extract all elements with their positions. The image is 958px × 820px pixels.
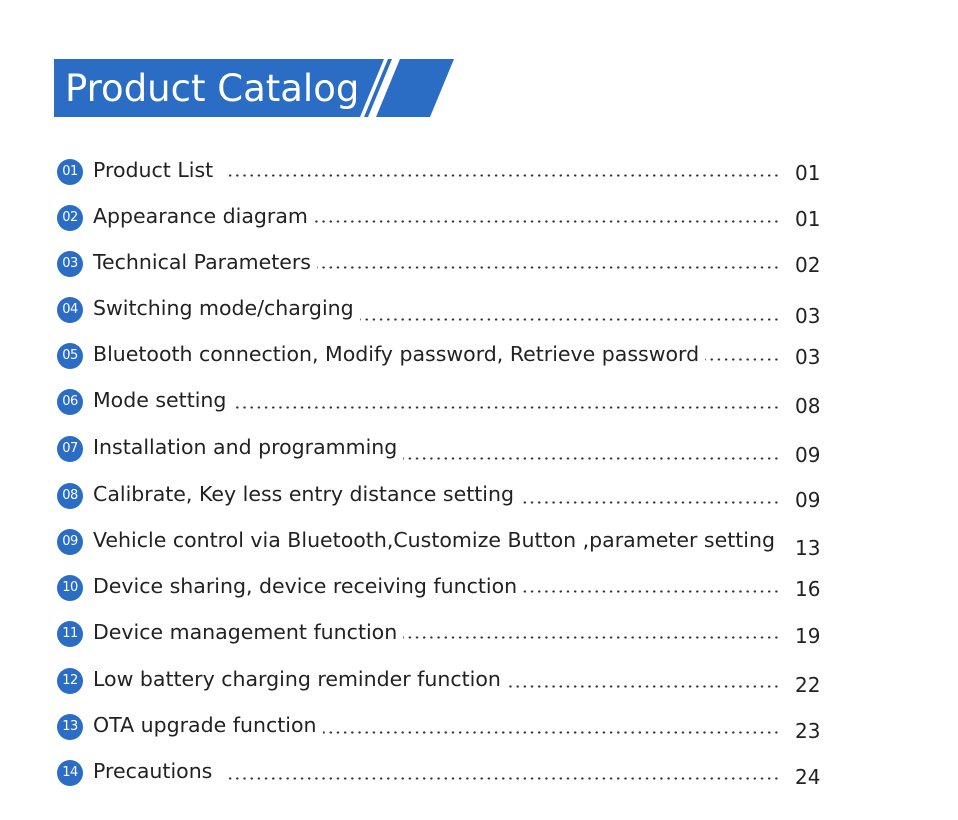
dot-leader	[227, 174, 780, 177]
entry-number-badge: 02	[57, 205, 83, 231]
toc-entry[interactable]: 14 Precautions 24	[57, 751, 837, 791]
toc-entry[interactable]: 07 Installation and programming 09	[57, 427, 837, 467]
entry-title: Device sharing, device receiving functio…	[93, 571, 524, 601]
header-bar	[54, 59, 384, 117]
entry-page-number: 01	[795, 207, 821, 231]
toc-entry[interactable]: 01 Product List 01	[57, 150, 837, 190]
toc-entry[interactable]: 08 Calibrate, Key less entry distance se…	[57, 474, 837, 514]
header-slash-accent	[364, 59, 392, 117]
entry-title: Technical Parameters	[93, 247, 317, 277]
entry-page-number: 09	[795, 443, 821, 467]
entry-title: Product List	[93, 155, 220, 185]
entry-number-badge: 05	[57, 343, 83, 369]
dot-leader	[227, 777, 780, 780]
entry-page-number: 02	[795, 253, 821, 277]
header-slash-block	[376, 59, 454, 117]
entry-number-badge: 11	[57, 621, 83, 647]
toc-entry[interactable]: 09 Vehicle control via Bluetooth,Customi…	[57, 520, 837, 560]
entry-number-badge: 08	[57, 483, 83, 509]
entry-page-number: 03	[795, 304, 821, 328]
entry-title: Vehicle control via Bluetooth,Customize …	[93, 525, 781, 555]
entry-page-number: 09	[795, 488, 821, 512]
entry-title: Device management function	[93, 617, 404, 647]
toc-entry[interactable]: 06 Mode setting 08	[57, 380, 837, 420]
entry-page-number: 16	[795, 577, 821, 601]
entry-number-badge: 09	[57, 529, 83, 555]
dot-leader	[227, 266, 780, 269]
entry-page-number: 24	[795, 765, 821, 789]
entry-page-number: 01	[795, 161, 821, 185]
entry-title: Mode setting	[93, 385, 233, 415]
dot-leader	[227, 406, 780, 409]
header-banner-shape	[54, 59, 454, 117]
entry-number-badge: 14	[57, 760, 83, 786]
catalog-header: Product Catalog	[54, 59, 454, 117]
toc-entry[interactable]: 13 OTA upgrade function 23	[57, 705, 837, 745]
entry-title: Precautions	[93, 756, 219, 786]
entry-page-number: 22	[795, 673, 821, 697]
page-title: Product Catalog	[65, 67, 360, 110]
entry-page-number: 03	[795, 345, 821, 369]
entry-page-number: 08	[795, 394, 821, 418]
toc-entry[interactable]: 12 Low battery charging reminder functio…	[57, 659, 837, 699]
entry-title: Installation and programming	[93, 432, 404, 462]
entry-title: Switching mode/charging	[93, 293, 360, 323]
entry-number-badge: 06	[57, 389, 83, 415]
toc-entry[interactable]: 10 Device sharing, device receiving func…	[57, 566, 837, 606]
entry-title: Appearance diagram	[93, 201, 314, 231]
dot-leader	[227, 636, 780, 639]
entry-page-number: 19	[795, 624, 821, 648]
toc-entry[interactable]: 05 Bluetooth connection, Modify password…	[57, 334, 837, 374]
entry-number-badge: 07	[57, 436, 83, 462]
toc-entry[interactable]: 04 Switching mode/charging 03	[57, 288, 837, 328]
dot-leader	[227, 318, 780, 321]
dot-leader	[227, 457, 780, 460]
entry-number-badge: 10	[57, 575, 83, 601]
toc-entry[interactable]: 02 Appearance diagram 01	[57, 196, 837, 236]
entry-number-badge: 03	[57, 251, 83, 277]
entry-number-badge: 01	[57, 159, 83, 185]
entry-page-number: 23	[795, 719, 821, 743]
entry-title: OTA upgrade function	[93, 710, 323, 740]
entry-number-badge: 13	[57, 714, 83, 740]
entry-title: Bluetooth connection, Modify password, R…	[93, 339, 706, 369]
dot-leader	[227, 220, 780, 223]
toc-entry[interactable]: 11 Device management function 19	[57, 612, 837, 652]
dot-leader	[227, 731, 780, 734]
entry-page-number: 13	[795, 536, 821, 560]
entry-title: Calibrate, Key less entry distance setti…	[93, 479, 520, 509]
toc-entry[interactable]: 03 Technical Parameters 02	[57, 242, 837, 282]
entry-number-badge: 04	[57, 297, 83, 323]
entry-title: Low battery charging reminder function	[93, 664, 507, 694]
entry-number-badge: 12	[57, 668, 83, 694]
